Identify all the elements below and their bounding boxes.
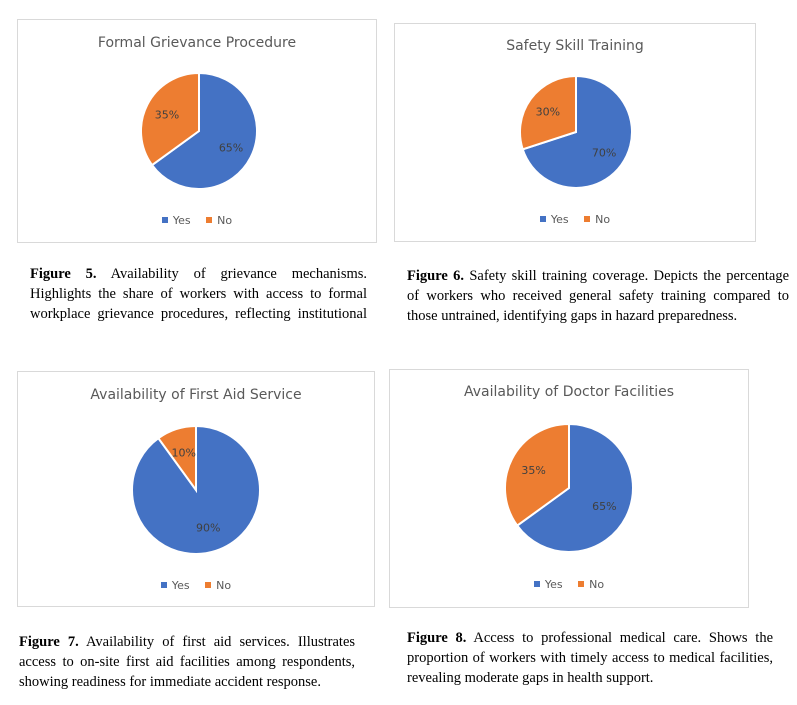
- pie-slice-no: [156, 424, 197, 494]
- legend-label: Yes: [544, 578, 563, 591]
- pie-chart: 90% 10%: [131, 424, 261, 555]
- caption-line: of workers who received general safety t…: [407, 288, 789, 304]
- legend-item-yes: Yes: [539, 213, 569, 226]
- caption-line: those untrained, identifying gaps in haz…: [407, 308, 738, 324]
- pie-data-label-yes: 90%: [196, 522, 220, 535]
- chart-panel-first-aid: Availability of First Aid Service 90% 10%…: [17, 371, 375, 607]
- pie-chart: 65% 35%: [504, 422, 634, 553]
- caption-line: showing readiness for immediate accident…: [19, 674, 321, 690]
- pie-data-label-yes: 65%: [592, 500, 616, 513]
- chart-legend: Yes No: [390, 578, 748, 591]
- caption-label: Figure 5.: [30, 266, 97, 282]
- chart-panel-safety-training: Safety Skill Training 70% 30% Yes No: [394, 23, 756, 242]
- pie-slice-yes: [131, 424, 261, 555]
- legend-item-no: No: [578, 578, 604, 591]
- legend-swatch-yes: [533, 581, 540, 587]
- pie-data-label-no: 30%: [536, 106, 560, 119]
- figure-caption-7: Figure 7. Availability of first aid serv…: [19, 632, 355, 692]
- caption-line: proportion of workers with timely access…: [407, 650, 773, 666]
- caption-label: Figure 8.: [407, 630, 467, 646]
- caption-line: Figure 7. Availability of first aid serv…: [19, 632, 355, 652]
- legend-item-yes: Yes: [161, 214, 191, 227]
- legend-label: No: [217, 214, 233, 227]
- caption-text: Availability of grievance mechanisms.: [110, 266, 368, 282]
- legend-item-no: No: [205, 579, 231, 592]
- legend-label: No: [216, 579, 232, 592]
- pie-slice-yes: [515, 422, 634, 553]
- legend-item-yes: Yes: [533, 578, 563, 591]
- chart-title: Availability of Doctor Facilities: [463, 384, 674, 400]
- chart-panel-grievance: Formal Grievance Procedure 65% 35% Yes No: [17, 19, 377, 243]
- legend-item-no: No: [584, 213, 610, 226]
- chart-panel-doctor-facilities: Availability of Doctor Facilities 65% 35%…: [389, 369, 749, 608]
- caption-line: Figure 5. Availability of grievance mech…: [30, 264, 367, 284]
- pie-data-label-yes: 65%: [219, 141, 243, 154]
- pie-data-label-yes: 70%: [592, 146, 616, 159]
- pie-slice-yes: [521, 74, 633, 189]
- chart-title: Availability of First Aid Service: [90, 387, 302, 403]
- caption-line: Highlights the share of workers with acc…: [30, 286, 367, 302]
- caption-label: Figure 6.: [407, 268, 464, 284]
- chart-legend: Yes No: [395, 213, 755, 226]
- caption-line: access to on-site first aid facilities a…: [19, 654, 355, 670]
- pie-chart: 65% 35%: [140, 71, 258, 190]
- pie-slice-no: [504, 422, 570, 528]
- legend-swatch-no: [205, 582, 212, 588]
- legend-swatch-yes: [161, 217, 168, 223]
- chart-title: Safety Skill Training: [506, 38, 644, 54]
- pie-slice-no: [519, 74, 577, 151]
- chart-legend: Yes No: [18, 214, 376, 227]
- legend-label: Yes: [550, 213, 569, 226]
- legend-label: No: [595, 213, 611, 226]
- caption-line: Figure 6. Safety skill training coverage…: [407, 266, 789, 286]
- legend-label: Yes: [172, 214, 191, 227]
- legend-swatch-yes: [160, 582, 167, 588]
- caption-line: Figure 8. Access to professional medical…: [407, 628, 773, 648]
- legend-swatch-yes: [539, 216, 546, 222]
- pie-slice-yes: [150, 71, 258, 190]
- pie-chart: 70% 30%: [519, 74, 633, 189]
- legend-swatch-no: [578, 581, 585, 587]
- pie-slice-no: [140, 71, 200, 167]
- caption-line: workplace grievance procedures, reflecti…: [30, 306, 367, 322]
- chart-legend: Yes No: [18, 579, 374, 592]
- legend-swatch-no: [584, 216, 591, 222]
- legend-label: No: [589, 578, 605, 591]
- caption-text: Availability of first aid services. Illu…: [85, 634, 356, 650]
- legend-swatch-no: [206, 217, 213, 223]
- caption-label: Figure 7.: [19, 634, 79, 650]
- pie-data-label-no: 35%: [155, 109, 179, 122]
- figure-caption-6: Figure 6. Safety skill training coverage…: [407, 266, 789, 326]
- caption-text: Access to professional medical care. Sho…: [473, 630, 774, 646]
- legend-label: Yes: [171, 579, 190, 592]
- legend-item-no: No: [206, 214, 232, 227]
- figure-caption-5: Figure 5. Availability of grievance mech…: [30, 264, 367, 324]
- chart-title: Formal Grievance Procedure: [97, 35, 297, 51]
- caption-line: revealing moderate gaps in health suppor…: [407, 670, 654, 686]
- pie-data-label-no: 10%: [172, 446, 196, 459]
- pie-data-label-no: 35%: [521, 464, 545, 477]
- figure-caption-8: Figure 8. Access to professional medical…: [407, 628, 773, 688]
- caption-text: Safety skill training coverage. Depicts …: [469, 268, 790, 284]
- legend-item-yes: Yes: [160, 579, 190, 592]
